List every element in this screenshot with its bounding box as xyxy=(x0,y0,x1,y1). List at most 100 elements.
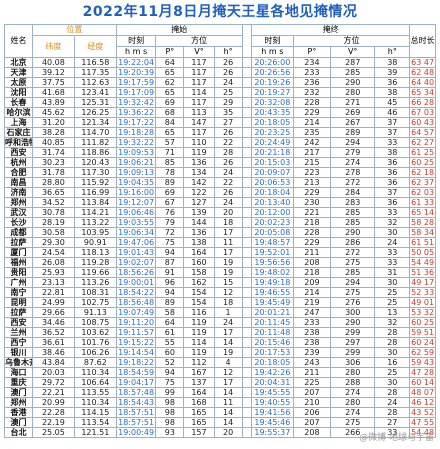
cell-duration: 47 28 xyxy=(409,367,436,378)
cell-v1: 138 xyxy=(183,237,215,248)
cell-lon: 113.84 xyxy=(73,197,117,208)
cell-lat: 22.21 xyxy=(31,387,75,398)
cell-t2: 20:11:48 xyxy=(250,327,294,338)
duration-minutes: 60 xyxy=(411,378,422,387)
cell-p2: 211 xyxy=(292,247,332,258)
cell-h1: 26 xyxy=(213,157,243,168)
cell-p1: 87 xyxy=(155,257,185,268)
cell-h2: 37 xyxy=(374,187,411,198)
cell-v2: 294 xyxy=(330,277,376,288)
cell-lat: 40.85 xyxy=(31,137,75,148)
cell-v2: 285 xyxy=(330,207,376,218)
cell-t1: 19:17:22 xyxy=(115,117,157,128)
cell-v1: 117 xyxy=(183,77,215,88)
cell-t2: 20:18:04 xyxy=(250,187,294,198)
cell-h1: 26 xyxy=(213,67,243,78)
cell-h1: 17 xyxy=(213,227,243,238)
cell-p2: 207 xyxy=(292,417,332,428)
cell-gap xyxy=(241,127,252,138)
cell-t1: 19:06:34 xyxy=(115,227,157,238)
cell-name: 广州 xyxy=(4,277,33,288)
cell-t1: 18:56:48 xyxy=(115,297,157,308)
table-row: 拉萨 29.66 91.13 19:07:49 58 116 1 20:01:21 247 300… xyxy=(4,307,436,318)
cell-t1: 19:11:20 xyxy=(115,317,157,328)
cell-name: 台北 xyxy=(4,427,33,438)
cell-duration: 58 28 xyxy=(409,217,436,228)
header-hms-2: h m s xyxy=(250,46,294,58)
cell-p2: 232 xyxy=(292,87,332,98)
duration-minutes: 62 xyxy=(411,138,422,147)
cell-p1: 71 xyxy=(155,147,185,158)
cell-p1: 62 xyxy=(155,77,185,88)
cell-gap xyxy=(241,157,252,168)
cell-h1: 17 xyxy=(213,327,243,338)
cell-p1: 58 xyxy=(155,307,185,318)
header-h-2: h° xyxy=(374,46,411,58)
duration-seconds: 52 xyxy=(423,408,435,417)
cell-lat: 29.30 xyxy=(31,237,75,248)
cell-duration: 59 51 xyxy=(409,327,436,338)
cell-h2: 16 xyxy=(374,357,411,368)
cell-h2: 33 xyxy=(374,207,411,218)
cell-v1: 113 xyxy=(183,107,215,118)
cell-h2: 30 xyxy=(374,227,411,238)
cell-v2: 280 xyxy=(330,397,376,408)
cell-name: 重庆 xyxy=(4,377,33,388)
cell-p1: 65 xyxy=(155,127,185,138)
cell-lon: 113.54 xyxy=(73,417,117,428)
cell-t1: 18:56:26 xyxy=(115,267,157,278)
table-row: 郑州 34.52 113.84 19:12:07 67 127 24 20:13:40 230 2… xyxy=(4,197,436,208)
table-row: 太原 37.75 112.63 19:17:59 62 117 24 20:19:26 236 2… xyxy=(4,77,436,88)
cell-t2: 19:40:55 xyxy=(250,397,294,408)
duration-seconds: 43 xyxy=(423,118,435,127)
cell-lat: 31.20 xyxy=(31,117,75,128)
cell-name: 济南 xyxy=(4,187,33,198)
cell-v1: 160 xyxy=(183,257,215,268)
cell-p1: 75 xyxy=(155,377,185,388)
cell-v2: 285 xyxy=(330,267,376,278)
cell-v2: 278 xyxy=(330,167,376,178)
cell-t2: 20:09:07 xyxy=(250,167,294,178)
cell-h1: 18 xyxy=(213,297,243,308)
cell-v2: 274 xyxy=(330,157,376,168)
cell-h1: 14 xyxy=(213,407,243,418)
cell-lat: 22.81 xyxy=(31,287,75,298)
duration-seconds: 17 xyxy=(423,278,435,287)
cell-t1: 19:02:07 xyxy=(115,257,157,268)
cell-duration: 65 34 xyxy=(409,87,436,98)
duration-minutes: 46 xyxy=(411,398,422,407)
duration-minutes: 52 xyxy=(411,288,422,297)
cell-v2: 285 xyxy=(330,67,376,78)
header-name: 姓名 xyxy=(4,24,33,58)
duration-seconds: 40 xyxy=(423,78,435,87)
cell-gap xyxy=(241,277,252,288)
cell-v2: 299 xyxy=(330,347,376,358)
table-row: 拉萨 29.30 90.91 19:47:06 75 138 11 19:48:57 229 28… xyxy=(4,237,436,248)
cell-name: 沈阳 xyxy=(4,87,33,98)
cell-p2: 218 xyxy=(292,267,332,278)
cell-lon: 108.31 xyxy=(73,287,117,298)
cell-duration: 66 28 xyxy=(409,97,436,108)
cell-v1: 165 xyxy=(183,407,215,418)
cell-p2: 234 xyxy=(292,57,332,68)
cell-lat: 41.68 xyxy=(31,87,75,98)
cell-p1: 65 xyxy=(155,87,185,98)
cell-lon: 118.13 xyxy=(73,247,117,258)
cell-t1: 19:11:57 xyxy=(115,327,157,338)
cell-v1: 139 xyxy=(183,207,215,218)
table-row: 广州 23.13 113.26 19:00:01 96 162 15 19:49:18 209 2… xyxy=(4,277,436,288)
cell-h1: 27 xyxy=(213,117,243,128)
cell-h2: 25 xyxy=(374,297,411,308)
cell-name: 南宁 xyxy=(4,287,33,298)
duration-minutes: 58 xyxy=(411,228,422,237)
duration-seconds: 27 xyxy=(423,138,435,147)
cell-gap xyxy=(241,197,252,208)
cell-p1: 94 xyxy=(155,287,185,298)
cell-gap xyxy=(241,227,252,238)
cell-h1: 4 xyxy=(213,357,243,368)
cell-p1: 99 xyxy=(155,387,185,398)
cell-h1: 26 xyxy=(213,57,243,68)
cell-gap xyxy=(241,377,252,388)
cell-t1: 18:57:48 xyxy=(115,387,157,398)
cell-lat: 31.78 xyxy=(31,167,75,178)
